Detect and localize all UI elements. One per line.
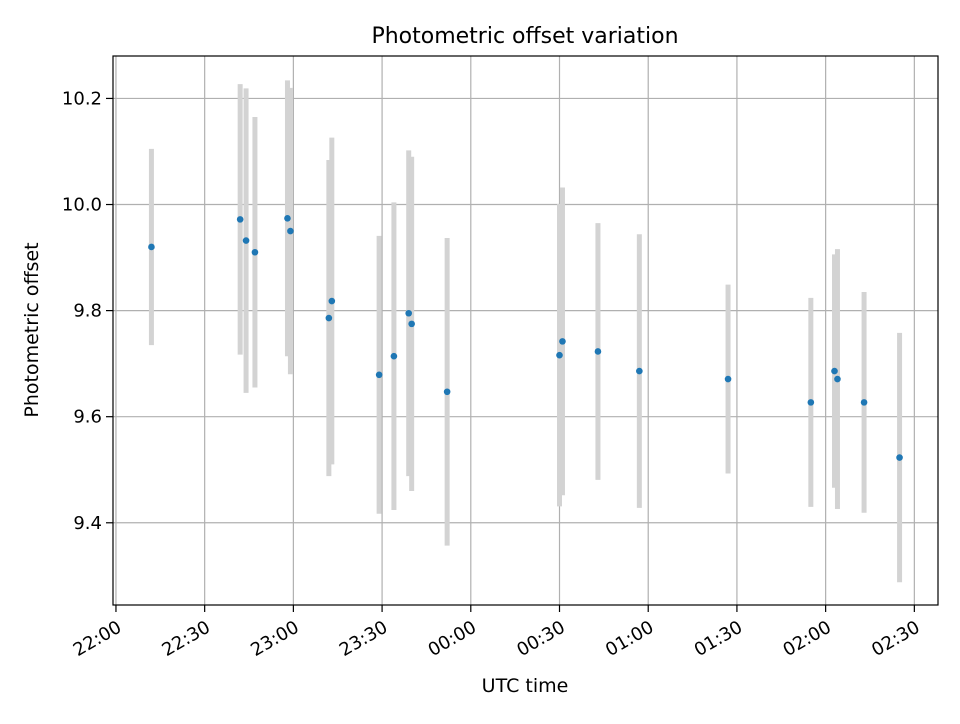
data-point: [375, 371, 383, 379]
data-point: [443, 388, 451, 396]
y-tick-label: 10.2: [62, 88, 102, 109]
data-point: [834, 375, 841, 383]
data-point: [328, 297, 336, 305]
data-point: [860, 399, 868, 406]
y-tick-label: 10.0: [62, 195, 102, 216]
data-point: [287, 227, 294, 235]
data-point: [559, 338, 566, 345]
plot-frame: [112, 55, 939, 606]
data-point: [556, 351, 563, 359]
data-points: [148, 215, 903, 461]
data-point: [242, 237, 250, 244]
data-point: [896, 454, 903, 461]
data-point: [390, 352, 398, 360]
data-point: [251, 248, 259, 256]
y-tick-label: 9.6: [73, 407, 102, 428]
y-axis-ticks: 9.4 9.6 9.8 10.0 10.2: [62, 88, 113, 534]
data-point: [236, 216, 244, 223]
chart-title: Photometric offset variation: [371, 24, 678, 49]
data-point: [325, 314, 333, 322]
data-point: [636, 367, 643, 375]
y-tick-label: 9.8: [73, 301, 102, 322]
y-axis-label: Photometric offset: [21, 242, 43, 417]
data-point: [724, 375, 732, 383]
data-point: [594, 348, 602, 355]
data-point: [807, 399, 815, 406]
x-axis-label: UTC time: [482, 675, 569, 697]
y-tick-label: 9.4: [73, 513, 102, 534]
data-point: [408, 320, 415, 328]
data-point: [405, 309, 412, 317]
data-point: [148, 243, 155, 251]
data-point: [831, 367, 838, 375]
data-point: [284, 215, 291, 222]
